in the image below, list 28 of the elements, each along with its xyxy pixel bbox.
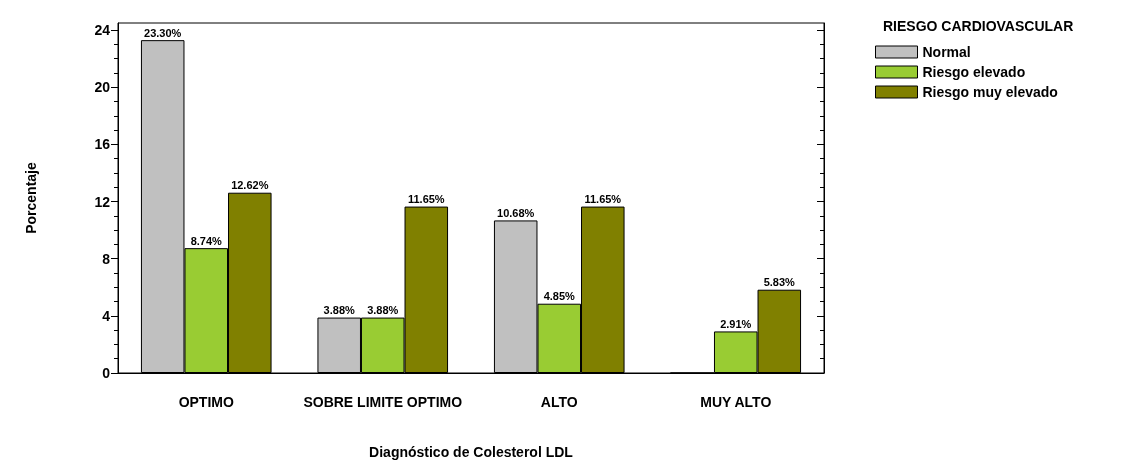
y-tick-label: 4 <box>102 307 111 324</box>
data-label: 8.74% <box>190 234 223 247</box>
legend-label: Riesgo muy elevado <box>922 84 1058 100</box>
data-label: 23.30% <box>144 26 182 39</box>
x-tick-label: ALTO <box>540 394 578 410</box>
data-label: 11.65% <box>584 193 622 206</box>
y-tick-label: 0 <box>102 365 111 381</box>
legend-label: Normal <box>922 44 971 60</box>
data-label: 4.85% <box>543 290 576 303</box>
x-tick-label: OPTIMO <box>178 394 234 410</box>
x-tick-label: SOBRE LIMITE OPTIMO <box>303 394 463 410</box>
data-label: 5.83% <box>763 276 796 289</box>
y-axis-title: Porcentaje <box>23 162 39 234</box>
y-tick-label: 8 <box>102 250 111 267</box>
data-label: 12.62% <box>231 179 269 192</box>
y-tick-label: 12 <box>94 193 111 210</box>
data-label: 11.65% <box>407 193 445 206</box>
x-axis-title: Diagnóstico de Colesterol LDL <box>369 444 574 460</box>
data-label: 10.68% <box>497 206 535 219</box>
data-label: 3.88% <box>323 304 356 317</box>
x-tick-label: MUY ALTO <box>700 394 772 410</box>
y-tick-label: 24 <box>94 22 111 39</box>
data-label: 2.91% <box>720 317 752 330</box>
legend-title: RIESGO CARDIOVASCULAR <box>883 18 1074 34</box>
y-tick-label: 16 <box>94 136 111 153</box>
data-label: 3.88% <box>367 304 399 317</box>
legend-label: Riesgo elevado <box>922 64 1026 80</box>
y-tick-label: 20 <box>94 79 111 96</box>
